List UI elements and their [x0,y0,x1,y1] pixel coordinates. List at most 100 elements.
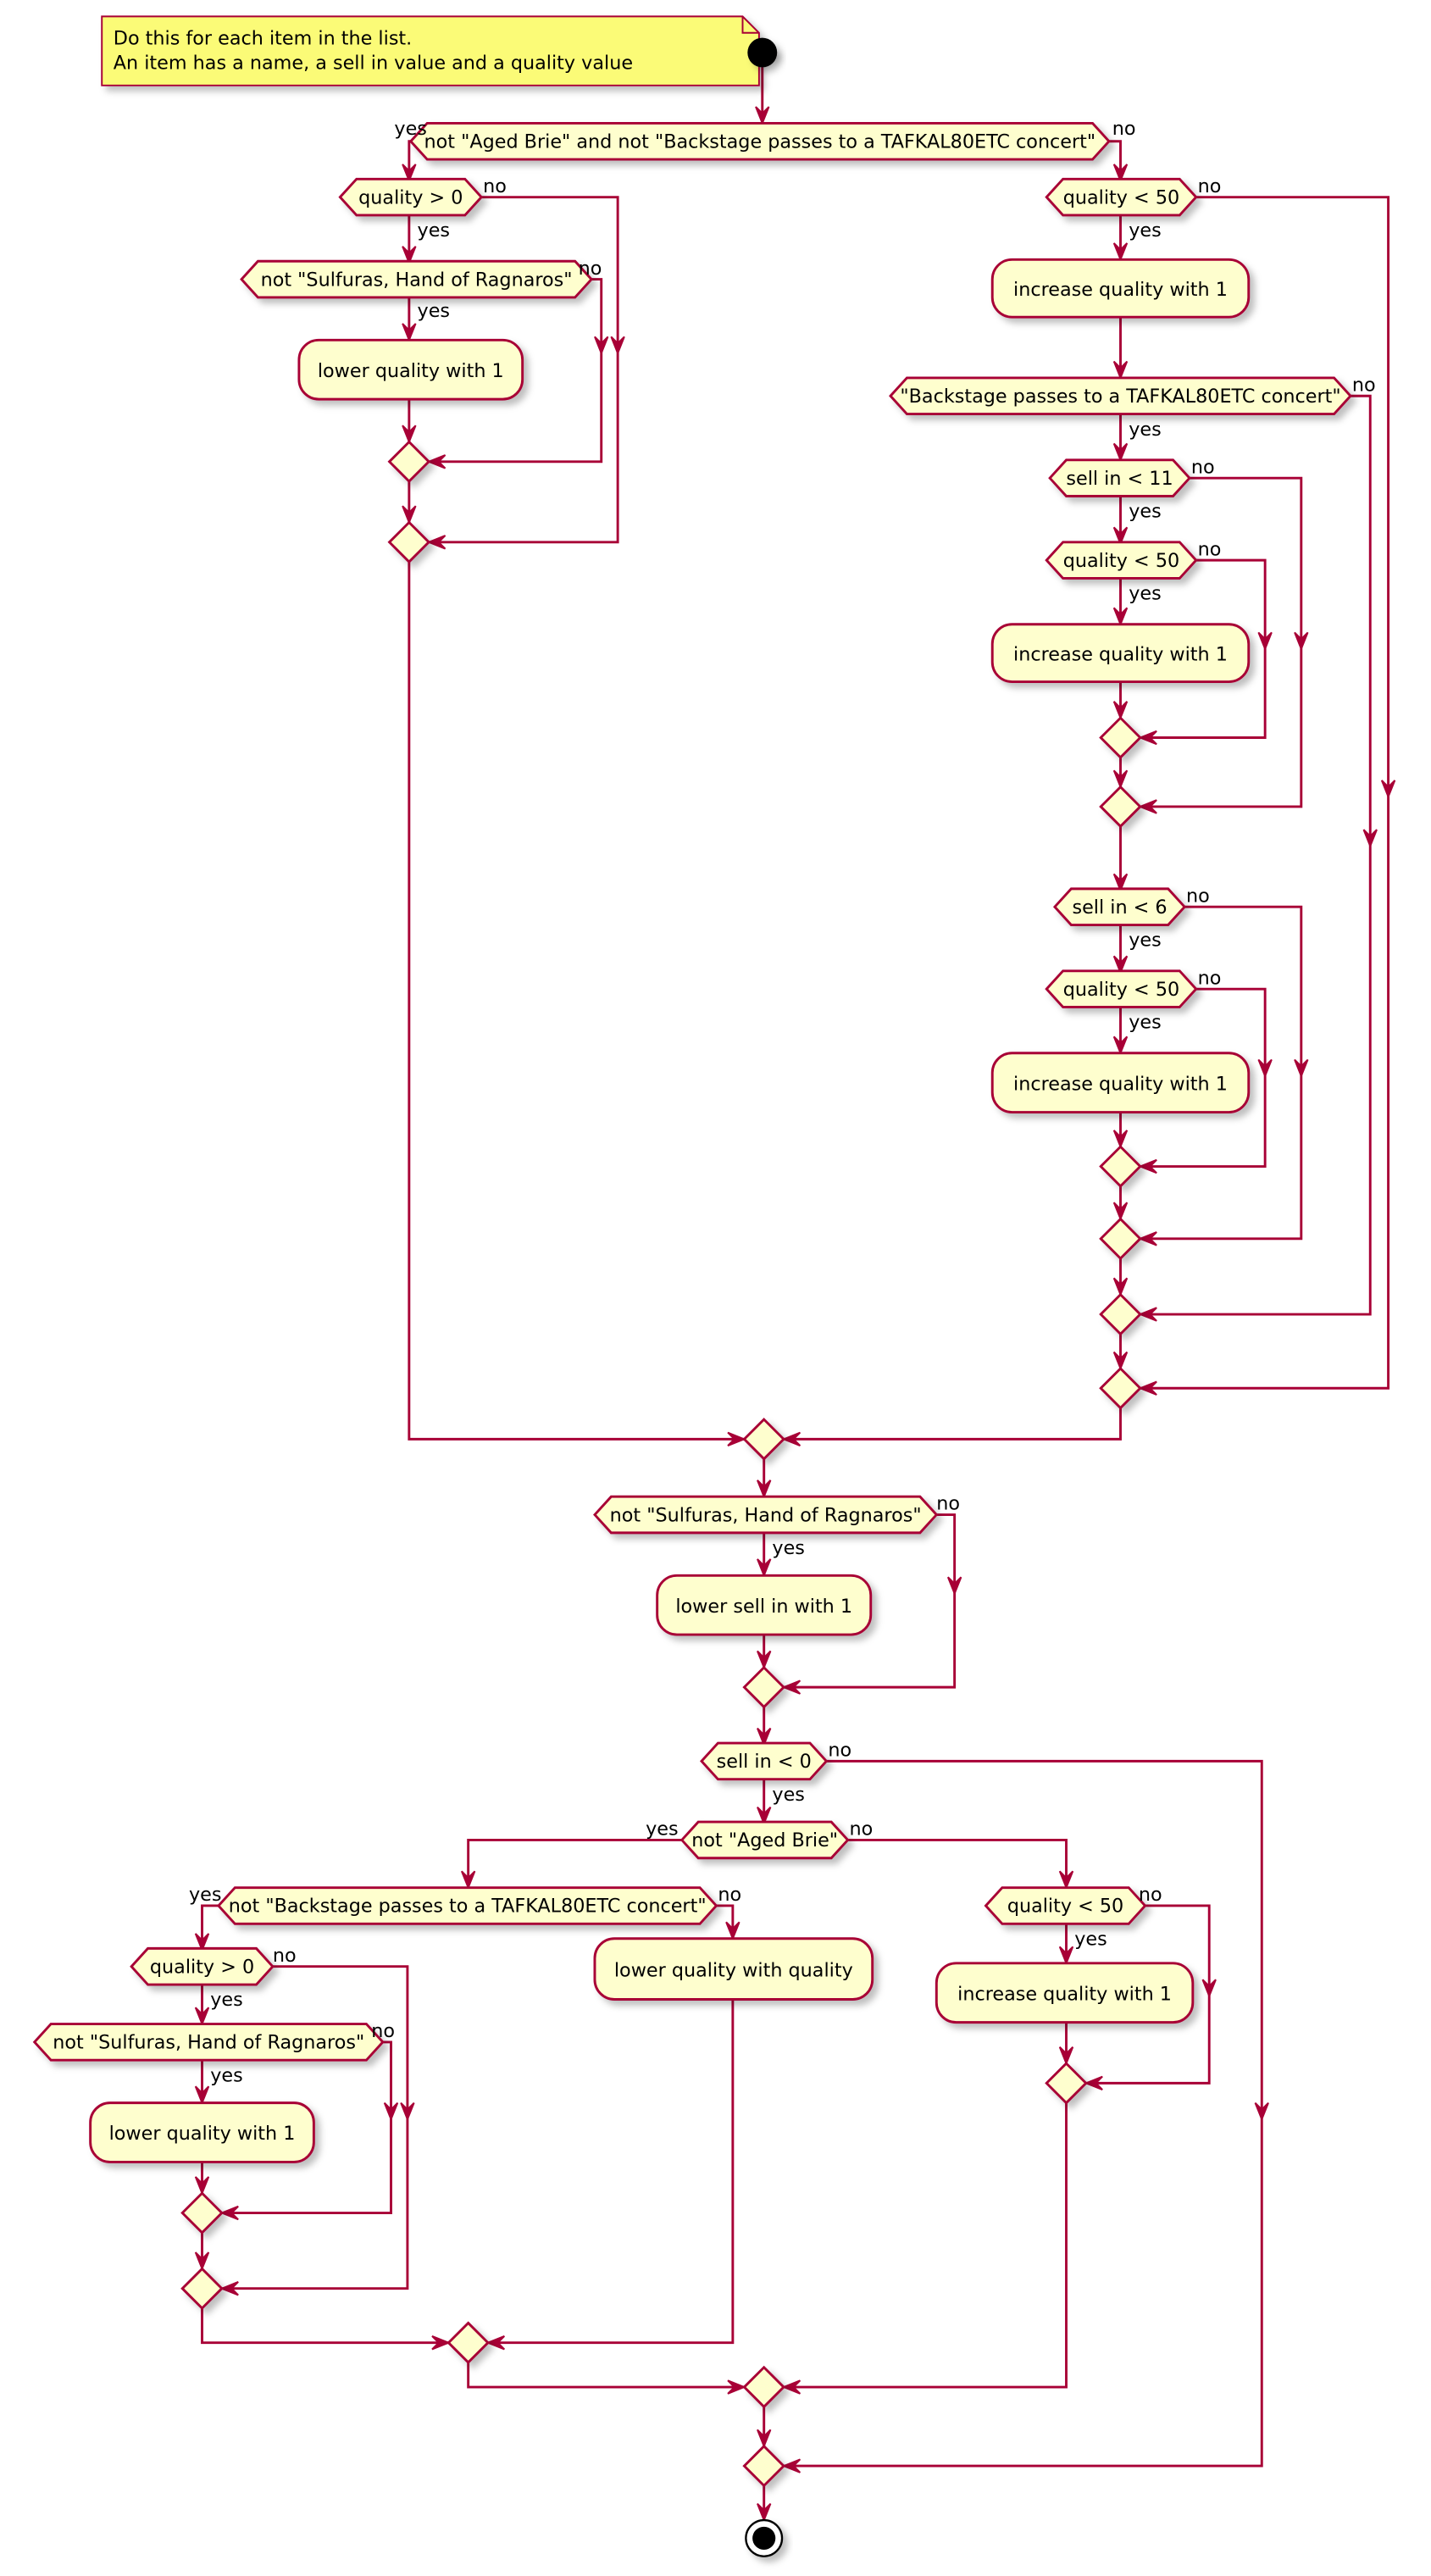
arrowhead [1254,2101,1269,2122]
decision-text: quality < 50 [1063,979,1179,1001]
note-line: An item has a name, a sell in value and … [114,52,633,74]
decision-shape [1045,969,1198,1008]
action-a8: increase quality with 1 [935,1962,1195,2024]
note-line: Do this for each item in the list. [114,27,412,49]
arrowhead [725,1921,740,1941]
branch-label-yes: yes [1129,501,1162,523]
branch-label-no: no [1198,538,1222,560]
start-node [747,37,778,68]
arrowhead [1294,631,1309,652]
branch-label-yes: yes [394,118,427,140]
decision-d14: quality > 0 [130,1946,275,1986]
branch-labels: yes no yes no yes no yes no no yes no yes no yes no yes… [189,118,1376,2086]
decision-text: sell in < 0 [717,1751,812,1773]
decision-text: quality > 0 [358,186,463,208]
merge-node [742,1665,786,1709]
action-a5: lower sell in with 1 [656,1574,873,1636]
arrowhead [757,2503,772,2523]
decision-d13: not "Backstage passes to a TAFKAL80ETC c… [216,1886,718,1925]
branch-label-no: no [936,1493,960,1515]
arrowhead [1138,799,1157,814]
decision-d3: not "Sulfuras, Hand of Ragnaros" [240,259,594,299]
flow-edge [487,1999,735,2345]
note: Do this for each item in the list. An ite… [101,15,778,86]
decision-d8: sell in < 6 [1052,887,1187,926]
arrowhead [485,2335,506,2351]
action-text: lower quality with quality [614,1959,853,1981]
flow-edge [847,1838,1068,1888]
arrowhead [610,336,625,356]
decision-shape [338,177,484,217]
action-shape [297,338,524,401]
merge-node [742,1418,786,1461]
arrowhead [1112,1277,1129,1297]
arrowhead [757,1480,772,1499]
decision-text: sell in < 11 [1066,468,1173,490]
branch-label-no: no [483,175,507,197]
decision-shape [679,1820,850,1860]
arrowhead [402,323,417,342]
branch-label-yes: yes [1074,1929,1107,1951]
arrowhead [1138,730,1157,746]
action-shape [990,258,1251,319]
arrowhead [946,1576,962,1596]
arrowhead [1138,1307,1157,1322]
flow-edge [783,2102,1068,2389]
decision-text: not "Sulfuras, Hand of Ragnaros" [610,1504,922,1526]
decision-text: not "Aged Brie" [691,1829,838,1852]
arrowhead [1112,242,1129,262]
merge-node [387,520,431,564]
action-text: increase quality with 1 [1013,643,1228,665]
arrowhead [781,2379,801,2395]
decision-shape [984,1886,1147,1925]
action-text: lower sell in with 1 [675,1596,852,1618]
flow-edge [221,1965,409,2290]
decision-shape [1045,177,1198,217]
merge-node [1099,1217,1142,1261]
arrowhead [1112,360,1129,380]
decision-shape [593,1495,939,1535]
arrowhead [757,1806,772,1826]
flow-edge [1108,140,1122,181]
decision-d6: sell in < 11 [1048,458,1191,497]
decision-text: quality < 50 [1063,186,1179,208]
arrowhead [194,1933,210,1952]
arrowhead [1112,164,1129,183]
decision-text: quality < 50 [1007,1896,1123,1918]
flow-edge [1140,394,1372,1316]
decision-d5: "Backstage passes to a TAFKAL80ETC conce… [889,376,1352,416]
arrowhead [402,164,417,183]
flow-edge [467,1838,682,1888]
arrowhead [426,535,446,550]
decision-d12: not "Aged Brie" [679,1820,850,1860]
branch-label-yes: yes [772,1537,805,1559]
arrowhead [1058,1946,1074,1966]
decision-shape [130,1946,275,1986]
arrowhead [1112,769,1129,790]
merge-node [1099,1145,1142,1188]
arrowhead [755,106,770,126]
branch-label-yes: yes [418,300,451,322]
arrowhead [402,505,417,525]
arrowhead [1257,1058,1273,1079]
arrowhead [1112,955,1129,975]
branch-label-yes: yes [772,1784,805,1806]
action-a1: lower quality with 1 [297,338,524,401]
arrowhead [402,425,417,445]
decision-d9: quality < 50 [1045,969,1198,1008]
arrowhead [727,2379,747,2395]
arrowhead [757,1650,772,1670]
merge-node [387,440,431,484]
flow-edge [1140,196,1390,1390]
decision-shape [889,376,1352,416]
action-shape [990,623,1251,684]
decision-shape [700,1741,829,1781]
arrowhead [1257,631,1273,652]
arrowhead [594,336,609,356]
arrowhead [1058,1870,1074,1890]
action-shape [89,2101,315,2163]
decision-text: not "Backstage passes to a TAFKAL80ETC c… [229,1896,707,1918]
action-shape [656,1574,873,1636]
flow-edge [783,1759,1263,2468]
arrowhead [1380,780,1396,799]
